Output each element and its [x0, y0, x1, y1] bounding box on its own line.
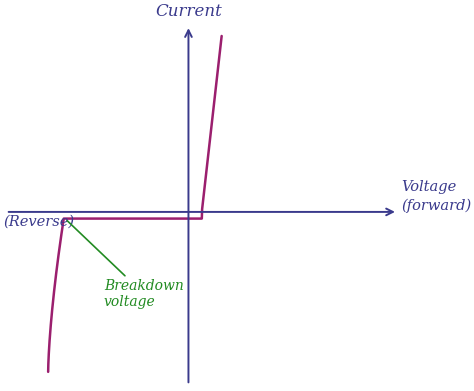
Text: (Reverse): (Reverse)	[4, 215, 75, 229]
Text: Breakdown
voltage: Breakdown voltage	[67, 221, 183, 309]
Text: Voltage
(forward): Voltage (forward)	[401, 180, 472, 213]
Text: Current: Current	[155, 3, 222, 20]
